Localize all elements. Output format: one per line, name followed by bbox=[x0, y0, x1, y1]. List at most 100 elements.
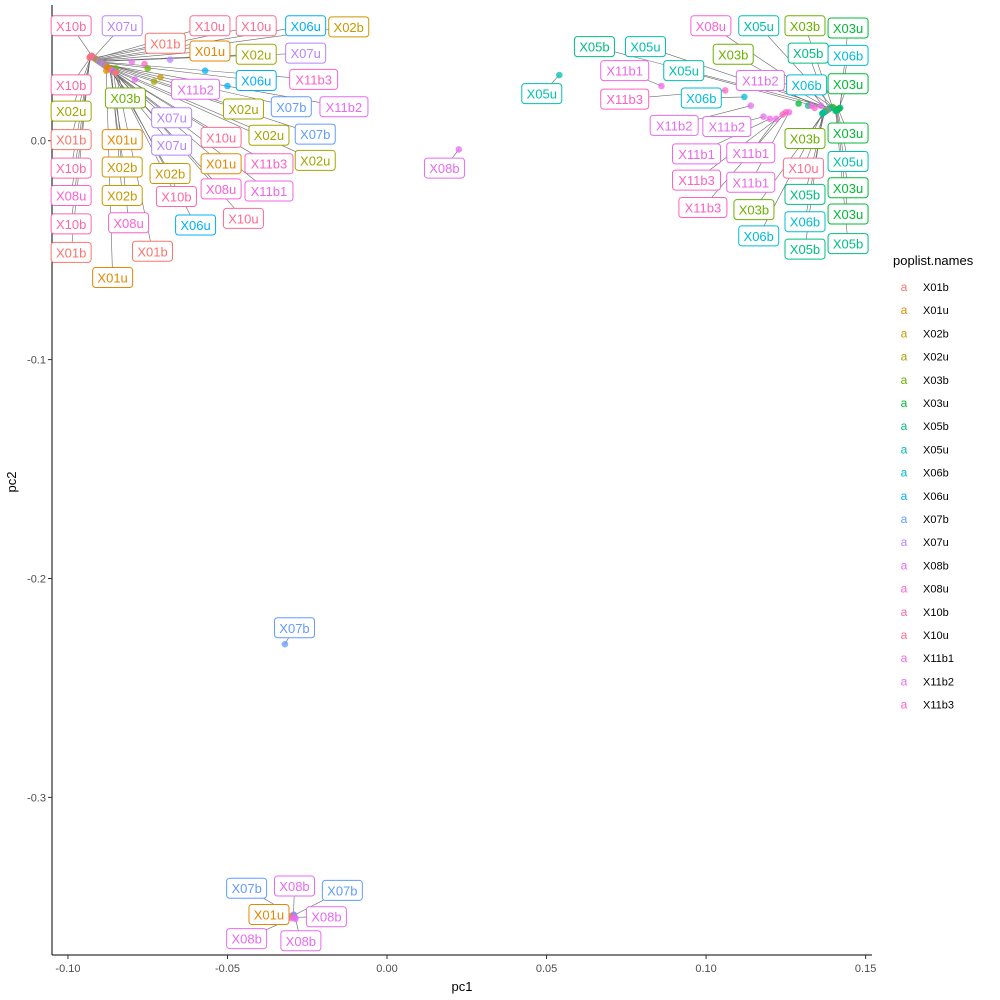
leader-line bbox=[100, 62, 257, 81]
point-label-box bbox=[104, 87, 146, 109]
point-label: X05b bbox=[579, 40, 609, 55]
point-label: X07u bbox=[107, 19, 137, 34]
point-label-box bbox=[50, 74, 92, 96]
data-point bbox=[795, 100, 802, 107]
data-point bbox=[658, 82, 665, 90]
x-tick-label: 0.15 bbox=[855, 963, 876, 975]
x-tick-label: -0.10 bbox=[55, 963, 80, 975]
point-label: X08b bbox=[231, 932, 261, 947]
point-label-box bbox=[50, 184, 92, 206]
legend-key: a bbox=[901, 280, 908, 294]
point-label-box bbox=[672, 169, 722, 191]
legend-key: a bbox=[901, 373, 908, 387]
point-label: X08u bbox=[113, 216, 143, 231]
point-label-box bbox=[50, 15, 92, 37]
data-point bbox=[292, 915, 299, 923]
point-label-box bbox=[294, 149, 336, 171]
leader-line bbox=[70, 56, 92, 140]
legend-label: X02b bbox=[923, 328, 949, 340]
legend-label: X01b bbox=[923, 282, 949, 294]
point-label: X02b bbox=[107, 188, 137, 203]
point-label-box bbox=[244, 180, 294, 202]
point-label: X03b bbox=[110, 91, 140, 106]
point-label: X07b bbox=[327, 883, 357, 898]
point-label-box bbox=[235, 43, 277, 65]
legend-label: X03u bbox=[923, 398, 949, 410]
point-label: X03u bbox=[833, 207, 863, 222]
point-label-box bbox=[573, 36, 615, 58]
point-label-box bbox=[200, 126, 242, 148]
point-label: X07b bbox=[279, 621, 309, 636]
data-point bbox=[808, 102, 815, 109]
point-label: X06u bbox=[180, 218, 210, 233]
legend-label: X03b bbox=[923, 375, 949, 387]
leader-line bbox=[109, 68, 123, 168]
point-label-box bbox=[827, 233, 869, 255]
point-label: X11b1 bbox=[606, 64, 643, 79]
legend-label: X11b3 bbox=[923, 700, 954, 712]
point-label: X11b1 bbox=[732, 146, 769, 161]
x-tick-label: 0.00 bbox=[376, 963, 397, 975]
point-label-box bbox=[144, 32, 186, 54]
point-label-box bbox=[235, 15, 277, 37]
data-points bbox=[86, 52, 844, 923]
legend-label: X01u bbox=[923, 305, 949, 317]
point-label-box bbox=[101, 15, 143, 37]
point-label-box bbox=[50, 213, 92, 235]
data-point bbox=[772, 115, 780, 123]
point-label-box bbox=[678, 196, 728, 218]
point-label-box bbox=[189, 40, 231, 62]
data-point bbox=[157, 73, 164, 81]
point-label: X11b2 bbox=[709, 119, 746, 134]
point-label-box bbox=[726, 171, 776, 193]
legend-label: X07u bbox=[923, 537, 949, 549]
legend-key: a bbox=[901, 326, 908, 340]
point-label: X11b3 bbox=[685, 200, 722, 215]
point-label: X01u bbox=[97, 271, 127, 286]
data-point bbox=[455, 146, 463, 153]
point-label: X11b3 bbox=[251, 157, 288, 172]
data-point bbox=[144, 65, 152, 72]
point-label-box bbox=[101, 156, 143, 178]
point-label: X10b bbox=[56, 217, 86, 232]
point-label-box bbox=[319, 96, 369, 118]
point-label-box bbox=[151, 134, 193, 156]
data-point bbox=[150, 78, 158, 85]
point-label-box bbox=[273, 617, 315, 639]
point-label: X11b3 bbox=[606, 92, 643, 107]
point-label-box bbox=[244, 153, 294, 175]
point-label: X03u bbox=[833, 21, 863, 36]
point-label-box bbox=[784, 183, 826, 205]
point-label: X06b bbox=[791, 78, 821, 93]
data-point bbox=[741, 93, 748, 101]
point-label: X08b bbox=[279, 879, 309, 894]
point-label: X08u bbox=[696, 19, 726, 34]
legend-key: a bbox=[901, 628, 908, 642]
point-label: X08u bbox=[56, 188, 86, 203]
data-point bbox=[766, 115, 774, 123]
point-label-box bbox=[50, 129, 92, 151]
point-label: X07u bbox=[156, 111, 186, 126]
point-label-box bbox=[321, 879, 363, 901]
data-point bbox=[832, 107, 839, 115]
point-label-box bbox=[289, 68, 339, 90]
point-label: X02u bbox=[56, 104, 86, 119]
point-label: X08b bbox=[429, 161, 459, 176]
point-label: X10u bbox=[241, 19, 271, 34]
point-label: X02u bbox=[254, 128, 284, 143]
point-label-box bbox=[827, 17, 869, 39]
point-label-box bbox=[600, 88, 650, 110]
point-label-box bbox=[521, 83, 563, 105]
point-label: X07u bbox=[156, 138, 186, 153]
legend-label: X08u bbox=[923, 584, 949, 596]
legend-label: X10u bbox=[923, 630, 949, 642]
point-label: X10b bbox=[56, 19, 86, 34]
point-label-box bbox=[101, 184, 143, 206]
point-label: X02u bbox=[228, 102, 258, 117]
point-label-box bbox=[735, 70, 785, 92]
legend-label: X06u bbox=[923, 491, 949, 503]
point-label-box bbox=[784, 128, 826, 150]
point-label-box bbox=[155, 186, 197, 208]
legend-label: X11b1 bbox=[923, 653, 954, 665]
point-label: X11b1 bbox=[251, 184, 288, 199]
